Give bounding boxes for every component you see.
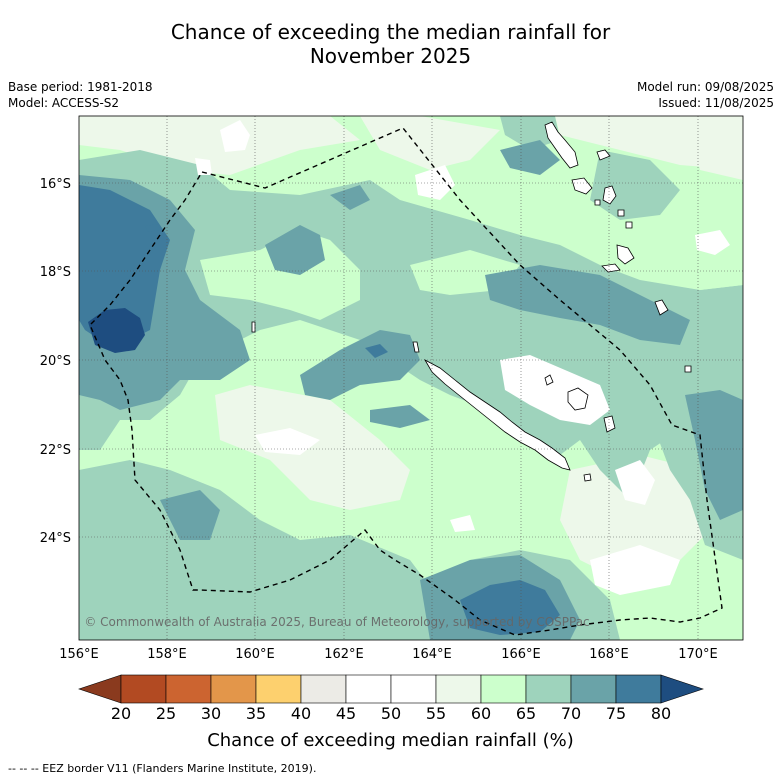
lon-label: 162°E (324, 647, 364, 662)
colorbar-tick-label: 60 (470, 704, 492, 723)
lat-label: 18°S (40, 265, 71, 280)
issued-date: Issued: 11/08/2025 (658, 96, 774, 110)
lat-label: 16°S (40, 177, 71, 192)
colorbar-tick-label: 35 (245, 704, 267, 723)
colorbar-segment (345, 674, 392, 704)
copyright-text: © Commonwealth of Australia 2025, Bureau… (84, 615, 589, 629)
vanuatu-espiritu-santo (544, 121, 579, 169)
lon-label: 170°E (678, 647, 718, 662)
colorbar-segment (615, 674, 662, 704)
map-frame (78, 115, 744, 641)
colorbar-segment (480, 674, 527, 704)
colorbar-tick-label: 20 (110, 704, 132, 723)
graticule (79, 116, 743, 640)
vanuatu-small-1 (617, 209, 625, 217)
colorbar-tick-label: 75 (605, 704, 627, 723)
matthew-island (654, 299, 669, 316)
lat-label: 24°S (40, 531, 71, 546)
colorbar-tick-label: 65 (515, 704, 537, 723)
vanuatu-banks (596, 149, 611, 161)
colorbar-arrow-low (78, 674, 122, 704)
lon-label: 166°E (501, 647, 541, 662)
colorbar-tick-label: 30 (200, 704, 222, 723)
colorbar-tick-label: 45 (335, 704, 357, 723)
vanuatu-efate (602, 185, 617, 205)
colorbar-segment (120, 674, 167, 704)
coastlines (251, 121, 692, 482)
colorbar-tick-label: 55 (425, 704, 447, 723)
colorbar-arrow-high (660, 674, 704, 704)
colorbar-segment (525, 674, 572, 704)
colorbar-tick-label: 70 (560, 704, 582, 723)
eez-border (89, 127, 723, 636)
colorbar-segment (165, 674, 212, 704)
model-name: Model: ACCESS-S2 (8, 96, 120, 110)
lon-label: 160°E (235, 647, 275, 662)
vanuatu-tanna (601, 263, 621, 273)
loyalty-island-3 (603, 415, 616, 433)
colorbar-tick-label: 50 (380, 704, 402, 723)
lon-label: 156°E (59, 647, 99, 662)
colorbar-tick-label: 80 (650, 704, 672, 723)
colorbar-tick-label: 40 (290, 704, 312, 723)
model-run: Model run: 09/08/2025 (636, 80, 774, 94)
eez-legend: -- -- -- EEZ border V11 (Flanders Marine… (8, 762, 317, 775)
colorbar-label: Chance of exceeding median rainfall (%) (207, 730, 574, 751)
vanuatu-malakula (571, 177, 593, 195)
vanuatu-small-2 (625, 221, 633, 229)
colorbar-segment (300, 674, 347, 704)
loyalty-island-2 (567, 387, 589, 411)
vanuatu-small-3 (594, 199, 601, 206)
vanuatu-erromango (616, 244, 635, 265)
lon-label: 158°E (147, 647, 187, 662)
lat-label: 20°S (40, 354, 71, 369)
lat-label: 22°S (40, 443, 71, 458)
colorbar-segment (210, 674, 257, 704)
lon-label: 168°E (589, 647, 629, 662)
isle-of-pines (583, 473, 592, 482)
map-title-line2: November 2025 (309, 44, 472, 68)
colorbar-segment (570, 674, 617, 704)
chesterfield-island (251, 321, 256, 333)
colorbar-tick-label: 25 (155, 704, 177, 723)
loyalty-island-1 (544, 374, 554, 386)
map-title-line1: Chance of exceeding the median rainfall … (170, 20, 611, 44)
colorbar-segment (255, 674, 302, 704)
map-contours (79, 116, 743, 640)
lon-label: 164°E (412, 647, 452, 662)
base-period: Base period: 1981-2018 (8, 80, 153, 94)
new-caledonia (423, 358, 571, 471)
colorbar (78, 674, 704, 704)
colorbar-segment (435, 674, 482, 704)
hunter-island (684, 365, 692, 373)
colorbar-segment (390, 674, 437, 704)
belep-island (412, 341, 420, 353)
